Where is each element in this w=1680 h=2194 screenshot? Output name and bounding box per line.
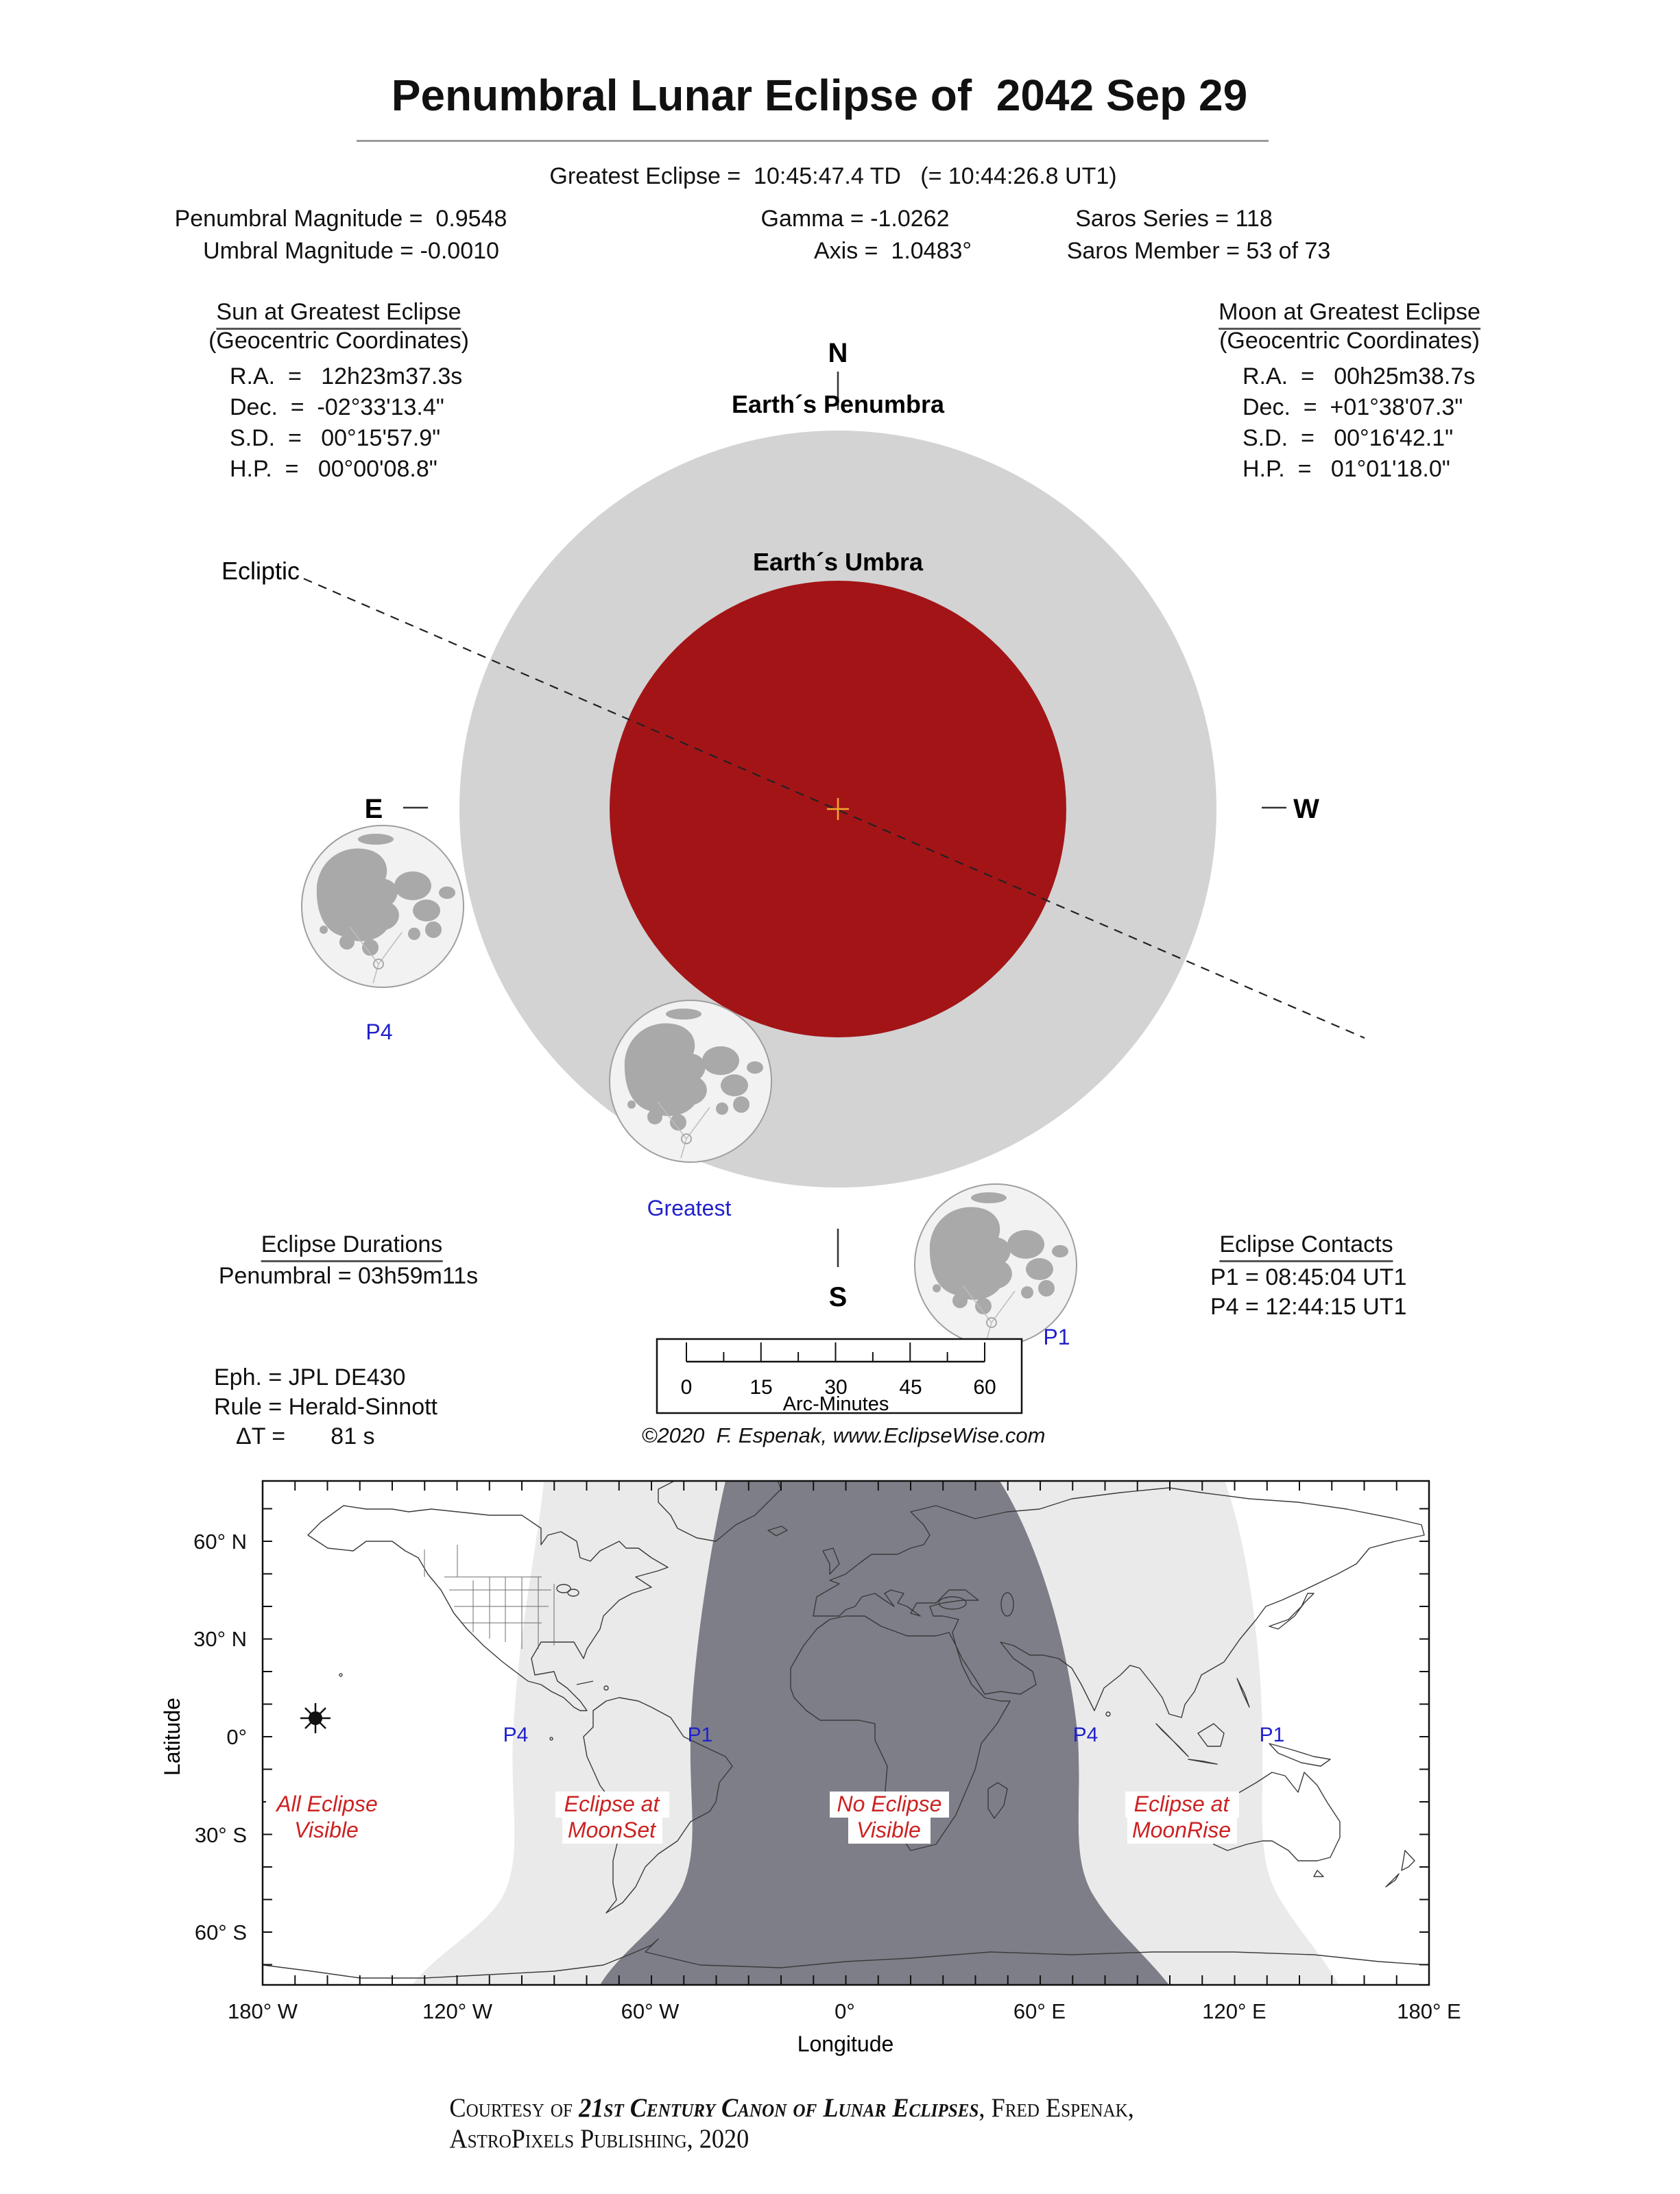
moon-ra: R.A. = 00h25m38.7s xyxy=(1243,363,1476,389)
scale-tick-60: 60 xyxy=(973,1376,996,1399)
no-eclipse-line1: No Eclipse xyxy=(837,1792,942,1816)
east-label: E xyxy=(365,794,383,824)
visibility-labels: All Eclipse Visible Eclipse at MoonSet N… xyxy=(266,1792,1239,1844)
umbra-label: Earth´s Umbra xyxy=(753,548,924,576)
sun-block-subheading: (Geocentric Coordinates) xyxy=(208,328,469,354)
saros-series: Saros Series = 118 xyxy=(1075,206,1273,232)
contacts-p1: P1 = 08:45:04 UT1 xyxy=(1210,1264,1407,1290)
delta-t-line: ΔT = 81 s xyxy=(236,1423,375,1449)
footer-suffix: , Fred Espenak, AstroPixels Publishing, … xyxy=(449,2093,1134,2154)
ecliptic-label: Ecliptic xyxy=(221,557,300,585)
scale-bar-ticks xyxy=(686,1342,985,1362)
rule-line: Rule = Herald-Sinnott xyxy=(214,1394,438,1420)
moonrise-line2: MoonRise xyxy=(1132,1818,1231,1842)
lat-0: 0° xyxy=(226,1725,247,1749)
coastlines xyxy=(263,1481,1429,1979)
lon-axis-title: Longitude xyxy=(797,2032,894,2056)
sun-sd: S.D. = 00°15'57.9" xyxy=(230,425,441,451)
p1-moon-label: P1 xyxy=(1043,1325,1070,1349)
lat-axis-labels: 60° N 30° N 0° 30° S 60° S xyxy=(193,1530,247,1944)
page-title: Penumbral Lunar Eclipse of 2042 Sep 29 xyxy=(391,71,1248,120)
greatest-eclipse-line: Greatest Eclipse = 10:45:47.4 TD (= 10:4… xyxy=(549,163,1117,189)
copyright-line: ©2020 F. Espenak, www.EclipseWise.com xyxy=(641,1423,1046,1447)
shadow-diagram: N S E W Earth´s Penumbra Earth´s Umbra E… xyxy=(221,338,1365,1415)
sun-block-heading: Sun at Greatest Eclipse xyxy=(216,299,461,330)
scale-caption: Arc-Minutes xyxy=(783,1393,889,1415)
lon-60e: 60° E xyxy=(1013,1999,1066,2023)
saros-member: Saros Member = 53 of 73 xyxy=(1066,238,1331,264)
region-no-eclipse xyxy=(600,1481,1169,1985)
lat-60s: 60° S xyxy=(195,1920,247,1944)
greatest-moon-label: Greatest xyxy=(647,1196,732,1220)
shadow-center-cross xyxy=(827,798,849,820)
lon-180e: 180° E xyxy=(1397,1999,1461,2023)
sun-symbol xyxy=(300,1703,331,1733)
sun-hp: H.P. = 00°00'08.8" xyxy=(230,456,437,482)
durations-heading: Eclipse Durations xyxy=(261,1231,443,1262)
moon-dec: Dec. = +01°38'07.3" xyxy=(1243,394,1463,420)
contacts-p4: P4 = 12:44:15 UT1 xyxy=(1210,1294,1407,1320)
lon-120e: 120° E xyxy=(1202,1999,1266,2023)
all-visible-line2: Visible xyxy=(294,1818,359,1842)
scale-bar-box xyxy=(656,1338,1023,1414)
gamma-value: Gamma = -1.0262 xyxy=(760,206,950,232)
map-p1-west-label: P1 xyxy=(688,1724,713,1746)
scale-tick-30: 30 xyxy=(824,1376,847,1399)
footer-book-title: 21st Century Canon of Lunar Eclipses xyxy=(579,2093,979,2123)
map-p4-west-label: P4 xyxy=(503,1724,529,1746)
penumbra-label: Earth´s Penumbra xyxy=(732,390,945,418)
axis-value: Axis = 1.0483° xyxy=(813,238,972,264)
lon-120w: 120° W xyxy=(422,1999,493,2023)
lat-30s: 30° S xyxy=(195,1823,247,1847)
map-p1-east-label: P1 xyxy=(1260,1724,1285,1746)
map-p4-east-label: P4 xyxy=(1073,1724,1099,1746)
region-eclipse-at-moonrise xyxy=(1000,1481,1339,1985)
visibility-map: P4 P1 P4 P1 All Eclipse Visible Eclipse … xyxy=(160,1480,1461,2056)
moonrise-line1: Eclipse at xyxy=(1134,1792,1230,1816)
moon-at-p4 xyxy=(301,825,464,988)
sun-ra: R.A. = 12h23m37.3s xyxy=(230,363,463,389)
moonset-line2: MoonSet xyxy=(568,1818,656,1842)
lat-30n: 30° N xyxy=(193,1627,247,1651)
map-shading xyxy=(412,1481,1339,1985)
all-visible-line1: All Eclipse xyxy=(275,1792,378,1816)
moon-block-subheading: (Geocentric Coordinates) xyxy=(1219,328,1480,354)
penumbral-magnitude: Penumbral Magnitude = 0.9548 xyxy=(174,206,507,232)
compass-ticks xyxy=(403,372,1286,1267)
moon-at-greatest xyxy=(609,1000,772,1163)
footer-credit: Courtesy of 21st Century Canon of Lunar … xyxy=(449,2093,1680,2154)
state-borders xyxy=(424,1545,555,1649)
west-label: W xyxy=(1293,794,1319,824)
lat-axis-title: Latitude xyxy=(160,1698,184,1776)
lon-180w: 180° W xyxy=(228,1999,298,2023)
umbral-magnitude: Umbral Magnitude = -0.0010 xyxy=(203,238,499,264)
moonset-line1: Eclipse at xyxy=(564,1792,660,1816)
durations-penumbral: Penumbral = 03h59m11s xyxy=(218,1263,479,1289)
contacts-heading: Eclipse Contacts xyxy=(1219,1231,1393,1262)
ecliptic-line xyxy=(303,577,1365,1039)
moon-sd: S.D. = 00°16'42.1" xyxy=(1243,425,1454,451)
lon-axis-labels: 180° W 120° W 60° W 0° 60° E 120° E 180°… xyxy=(228,1999,1461,2023)
p4-moon-label: P4 xyxy=(365,1020,392,1044)
footer-prefix: Courtesy of xyxy=(449,2093,579,2123)
lon-60w: 60° W xyxy=(621,1999,680,2023)
sun-dec: Dec. = -02°33'13.4" xyxy=(230,394,444,420)
lon-0: 0° xyxy=(835,1999,855,2023)
south-label: S xyxy=(829,1282,848,1312)
scale-tick-45: 45 xyxy=(899,1376,922,1399)
scale-tick-15: 15 xyxy=(749,1376,772,1399)
moon-hp: H.P. = 01°01'18.0" xyxy=(1243,456,1450,482)
ephemeris-line: Eph. = JPL DE430 xyxy=(214,1364,406,1390)
moon-at-p1 xyxy=(914,1183,1077,1347)
north-label: N xyxy=(828,338,848,368)
region-eclipse-at-moonset xyxy=(412,1481,725,1985)
map-ticks xyxy=(262,1481,1430,1985)
scale-tick-0: 0 xyxy=(681,1376,693,1399)
moon-block-heading: Moon at Greatest Eclipse xyxy=(1219,299,1480,330)
lat-60n: 60° N xyxy=(193,1530,247,1554)
no-eclipse-line2: Visible xyxy=(856,1818,921,1842)
title-rule xyxy=(357,140,1269,142)
